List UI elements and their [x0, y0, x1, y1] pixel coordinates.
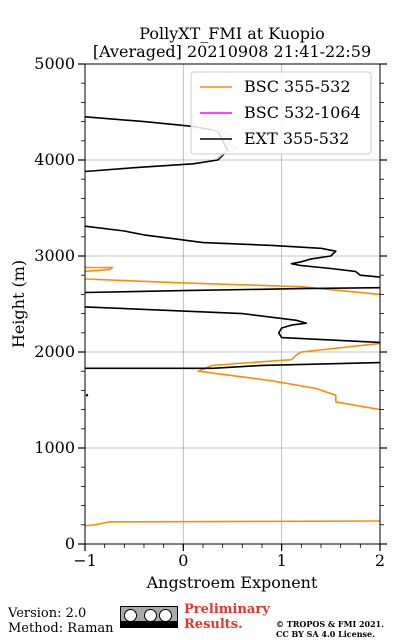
- y-tick-label: 5000: [34, 54, 75, 73]
- version-label: Version: 2.0: [8, 606, 87, 621]
- x-tick-label: 1: [277, 551, 287, 570]
- series-line-2: [85, 116, 380, 370]
- series-line-0: [85, 266, 380, 527]
- copyright-notice: © TROPOS & FMI 2021. CC BY SA 4.0 Licens…: [276, 619, 384, 639]
- x-tick-label: −1: [73, 551, 97, 570]
- legend-label: BSC 532-1064: [244, 103, 361, 122]
- x-tick-label: 0: [178, 551, 188, 570]
- legend-label: EXT 355-532: [244, 129, 349, 148]
- y-tick-label: 3000: [34, 246, 75, 265]
- angstroem-profile-chart: PollyXT_FMI at Kuopio [Averaged] 2021090…: [9, 24, 387, 592]
- cc-license-badge: [120, 606, 178, 628]
- legend-label: BSC 355-532: [244, 77, 351, 96]
- preliminary-line1: Preliminary: [184, 602, 270, 617]
- x-tick-label: 2: [375, 551, 385, 570]
- data-point-marker: [85, 394, 89, 397]
- y-tick-label: 4000: [34, 150, 75, 169]
- y-axis-label: Height (m): [9, 260, 28, 348]
- preliminary-results-label: Preliminary Results.: [184, 602, 270, 632]
- legend: BSC 355-532 BSC 532-1064 EXT 355-532: [190, 71, 372, 155]
- copyright-line1: © TROPOS & FMI 2021.: [276, 619, 385, 629]
- y-tick-label: 2000: [34, 342, 75, 361]
- y-tick-label: 0: [65, 534, 75, 553]
- copyright-line2: CC BY SA 4.0 License.: [276, 629, 375, 639]
- preliminary-line2: Results.: [184, 617, 243, 632]
- chart-title: PollyXT_FMI at Kuopio: [139, 24, 325, 43]
- plot-frame: [84, 63, 381, 545]
- method-label: Method: Raman: [8, 621, 114, 636]
- y-tick-label: 1000: [34, 438, 75, 457]
- chart-subtitle: [Averaged] 20210908 21:41-22:59: [93, 42, 371, 61]
- x-axis-label: Angstroem Exponent: [146, 573, 318, 592]
- legend-box: [190, 71, 372, 155]
